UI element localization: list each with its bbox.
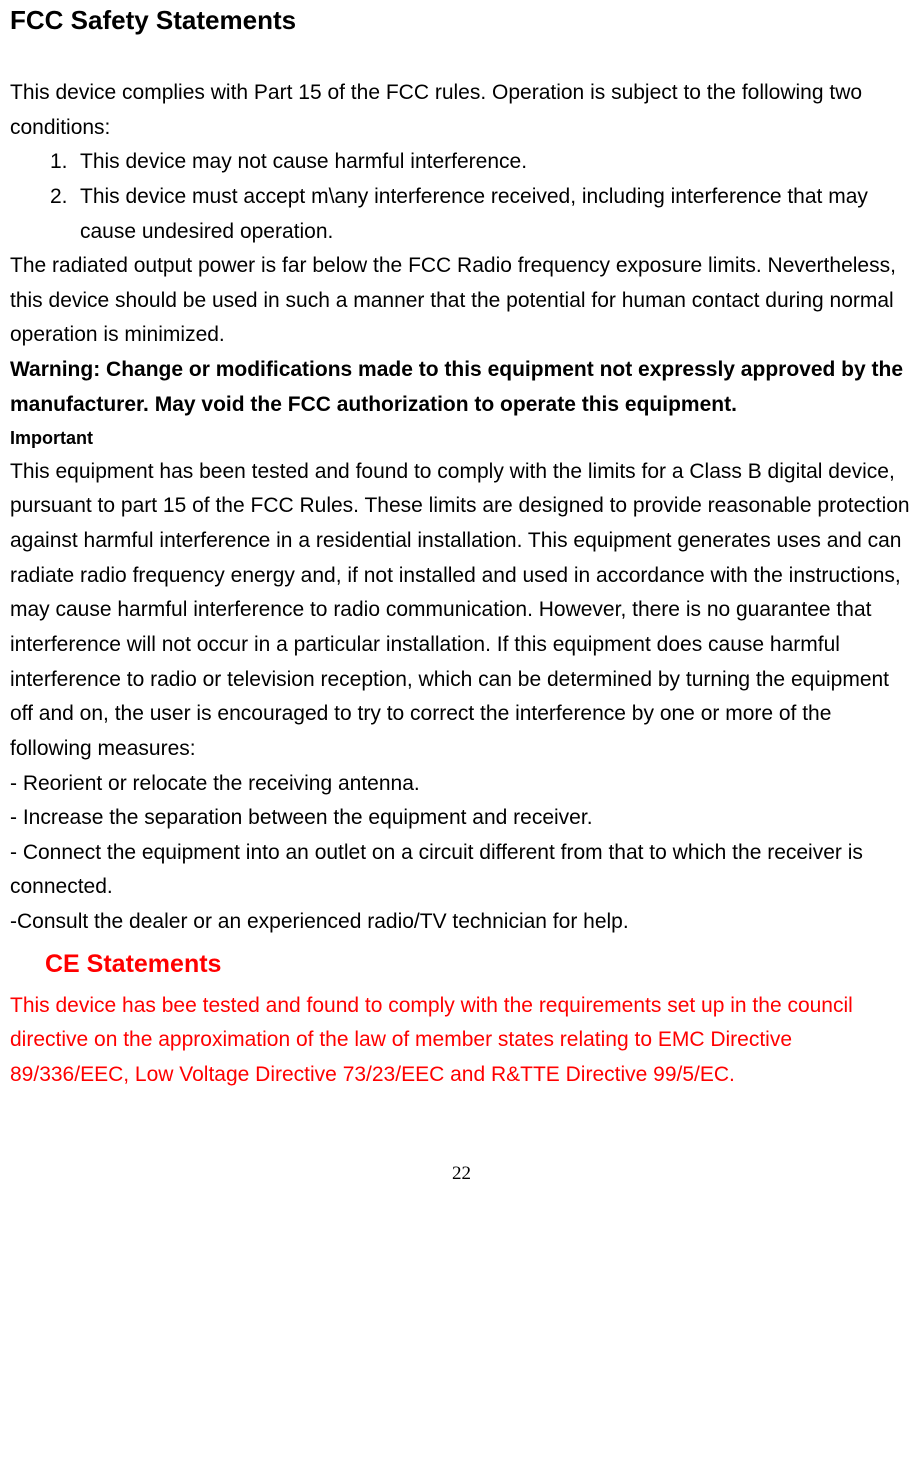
ce-body: This device has bee tested and found to … bbox=[10, 989, 913, 1093]
list-content: This device may not cause harmful interf… bbox=[80, 145, 913, 180]
warning-paragraph: Warning: Change or modifications made to… bbox=[10, 353, 913, 422]
list-item: 2. This device must accept m\any interfe… bbox=[50, 180, 913, 249]
fcc-title: FCC Safety Statements bbox=[10, 5, 913, 36]
measure-item: - Reorient or relocate the receiving ant… bbox=[10, 767, 913, 802]
page-number: 22 bbox=[10, 1163, 913, 1185]
intro-paragraph: This device complies with Part 15 of the… bbox=[10, 76, 913, 145]
important-label: Important bbox=[10, 422, 913, 454]
ce-title: CE Statements bbox=[45, 950, 913, 979]
list-content: This device must accept m\any interferen… bbox=[80, 180, 913, 249]
measure-item: -Consult the dealer or an experienced ra… bbox=[10, 905, 913, 940]
radiated-paragraph: The radiated output power is far below t… bbox=[10, 249, 913, 353]
list-marker: 1. bbox=[50, 145, 80, 180]
measure-item: - Connect the equipment into an outlet o… bbox=[10, 836, 913, 905]
important-body: This equipment has been tested and found… bbox=[10, 455, 913, 767]
list-marker: 2. bbox=[50, 180, 80, 249]
list-item: 1. This device may not cause harmful int… bbox=[50, 145, 913, 180]
measure-item: - Increase the separation between the eq… bbox=[10, 801, 913, 836]
conditions-list: 1. This device may not cause harmful int… bbox=[10, 145, 913, 249]
